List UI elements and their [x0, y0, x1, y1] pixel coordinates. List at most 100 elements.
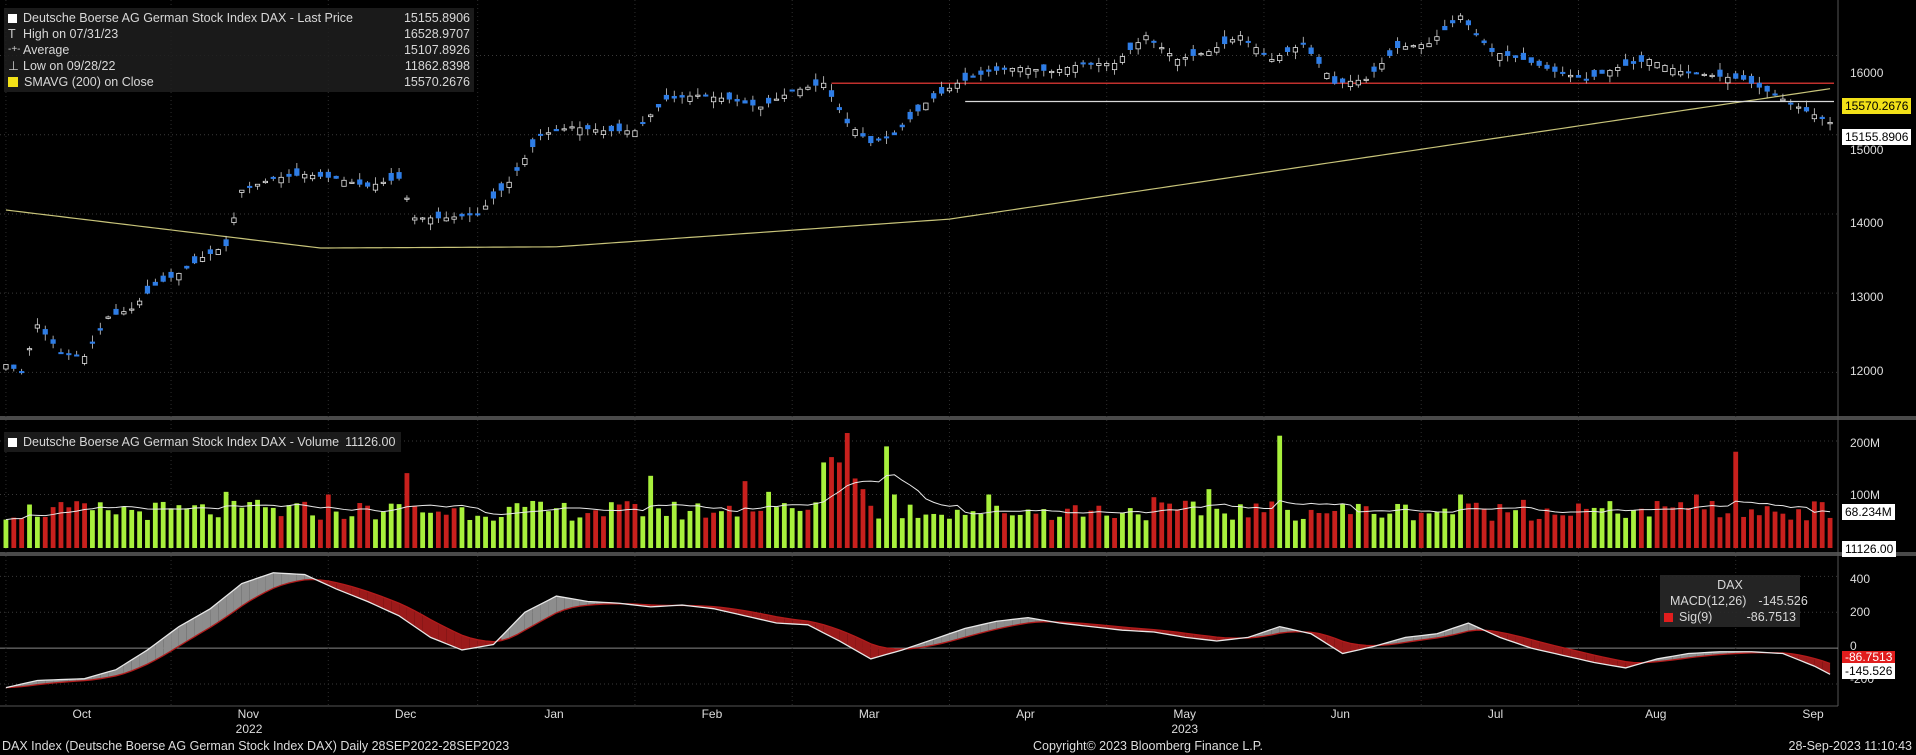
volume-bar	[703, 517, 709, 548]
candle-body	[883, 136, 890, 139]
macd-line	[5, 572, 1831, 689]
macd-histogram-fill	[1012, 618, 1021, 626]
volume-bar	[1481, 508, 1487, 548]
volume-bar	[931, 513, 937, 548]
candle-body	[459, 213, 465, 217]
volume-bar	[1583, 508, 1589, 548]
macd-histogram-fill	[210, 602, 219, 628]
candle-body	[1182, 57, 1188, 60]
candle-body	[608, 125, 614, 132]
footer-left: DAX Index (Deutsche Boerse AG German Sto…	[2, 739, 510, 753]
macd-histogram-fill	[249, 578, 258, 601]
volume-bar	[1418, 512, 1424, 548]
price-ytick: 13000	[1850, 290, 1884, 304]
volume-bar	[915, 517, 921, 548]
volume-bar	[451, 508, 457, 548]
volume-bar	[1473, 502, 1479, 548]
volume-bar	[121, 507, 127, 548]
candle-body	[404, 197, 410, 200]
macd-histogram-fill	[925, 639, 934, 647]
macd-histogram-fill	[1004, 619, 1013, 628]
volume-bar	[1458, 494, 1463, 548]
macd-histogram-fill	[469, 637, 478, 649]
candle-body	[74, 354, 80, 357]
volume-bar	[42, 516, 48, 548]
candle-body	[1591, 70, 1597, 77]
volume-bars	[3, 433, 1833, 548]
candle-body	[1654, 62, 1660, 69]
macd-histogram-fill	[265, 572, 274, 593]
macd-histogram-fill	[1554, 645, 1563, 656]
candle-body	[828, 90, 835, 97]
candle-body	[341, 179, 347, 187]
month-label: Apr	[1016, 707, 1035, 721]
candle-body	[105, 316, 111, 319]
macd-histogram-fill	[1617, 660, 1626, 668]
macd-histogram-fill	[1547, 643, 1555, 654]
volume-bar	[1426, 513, 1432, 548]
volume-bar	[1819, 502, 1825, 548]
volume-bar	[860, 489, 866, 548]
candle-body	[451, 216, 457, 220]
volume-bar	[601, 516, 606, 548]
volume-bar	[553, 508, 559, 548]
legend-square-icon	[8, 437, 17, 447]
volume-bar	[373, 519, 378, 548]
macd-histogram-fill	[556, 596, 565, 613]
candle-body	[1332, 76, 1338, 84]
candle-body	[1434, 36, 1440, 41]
candle-body	[1717, 69, 1723, 77]
volume-bar	[687, 510, 693, 548]
volume-bar	[1560, 515, 1566, 548]
sma-value-tag: 15570.2676	[1842, 98, 1912, 114]
candle-body	[333, 175, 339, 179]
volume-bar	[215, 517, 221, 548]
volume-bar	[365, 505, 371, 548]
candle-body	[1237, 35, 1243, 41]
volume-bar	[1135, 514, 1141, 548]
candle-body	[215, 249, 221, 255]
volume-bar	[467, 519, 473, 548]
volume-bar	[1410, 520, 1416, 548]
candle-body	[136, 300, 143, 306]
candle-body	[372, 183, 379, 191]
macd-histogram-fill	[1539, 641, 1548, 652]
macd-histogram-fill	[517, 612, 525, 635]
candle-body	[427, 217, 434, 225]
macd-histogram-fill	[1578, 651, 1587, 661]
volume-bar	[1489, 520, 1495, 548]
volume-bar	[774, 507, 779, 548]
candle-body	[176, 272, 182, 281]
candle-body	[207, 249, 213, 254]
macd-histogram-fill	[233, 583, 242, 612]
volume-bar	[789, 508, 795, 548]
macd-histogram-fill	[406, 606, 415, 627]
candle-body	[1009, 68, 1015, 72]
sig-value: -86.7513	[1746, 610, 1796, 624]
price-ytick: 14000	[1850, 216, 1884, 230]
candle-body	[380, 181, 386, 184]
volume-bar	[663, 515, 669, 548]
legend-low-label: Low on 09/28/22	[23, 59, 116, 73]
candle-body	[482, 205, 489, 210]
candle-body	[1292, 47, 1299, 53]
candle-body	[475, 213, 481, 216]
candle-body	[1174, 59, 1181, 66]
candle-body	[1638, 55, 1644, 62]
volume-bar	[522, 506, 528, 548]
candle-body	[302, 173, 308, 179]
legend-row-sma: SMAVG (200) on Close 15570.2676	[8, 74, 470, 90]
macd-histogram-fill	[878, 646, 887, 657]
candle-body	[805, 86, 811, 90]
candle-body	[1387, 50, 1393, 56]
volume-bar	[1190, 501, 1196, 548]
candle-body	[907, 111, 913, 120]
macd-histogram-fill	[422, 615, 431, 638]
macd-histogram-fill	[186, 617, 195, 642]
macd-histogram-fill	[430, 619, 439, 641]
volume-bar	[1764, 506, 1770, 548]
volume-bar	[74, 501, 80, 548]
macd-histogram-fill	[807, 621, 816, 629]
candle-body	[1206, 51, 1212, 56]
volume-bar	[962, 514, 968, 548]
